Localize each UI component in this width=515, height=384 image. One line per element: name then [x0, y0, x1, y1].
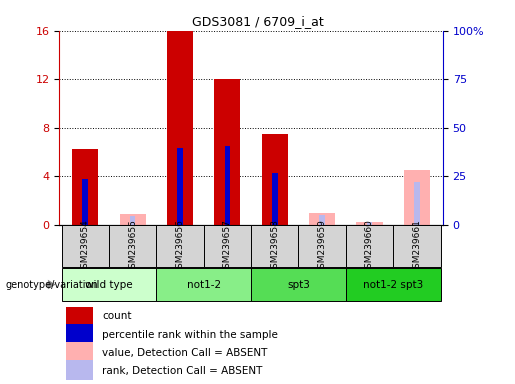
- Bar: [404, 170, 430, 225]
- Text: GSM239661: GSM239661: [413, 219, 421, 273]
- Text: GSM239660: GSM239660: [365, 219, 374, 273]
- Bar: [251, 225, 298, 267]
- Bar: [109, 225, 157, 267]
- Bar: [130, 216, 135, 225]
- Bar: [214, 79, 241, 225]
- Bar: [82, 179, 88, 225]
- Bar: [272, 172, 278, 225]
- Bar: [356, 222, 383, 225]
- Bar: [119, 214, 146, 225]
- Bar: [204, 225, 251, 267]
- Text: count: count: [102, 311, 131, 321]
- Bar: [157, 225, 204, 267]
- Text: genotype/variation: genotype/variation: [5, 280, 98, 290]
- Text: rank, Detection Call = ABSENT: rank, Detection Call = ABSENT: [102, 366, 262, 376]
- Bar: [66, 324, 93, 346]
- Bar: [319, 215, 325, 225]
- Bar: [367, 222, 372, 225]
- Bar: [298, 225, 346, 267]
- Bar: [346, 225, 393, 267]
- Text: value, Detection Call = ABSENT: value, Detection Call = ABSENT: [102, 348, 267, 358]
- Bar: [251, 268, 346, 301]
- Bar: [72, 149, 98, 225]
- Bar: [177, 148, 183, 225]
- Bar: [225, 146, 230, 225]
- Text: GSM239656: GSM239656: [176, 219, 184, 273]
- Bar: [157, 268, 251, 301]
- Text: GDS3081 / 6709_i_at: GDS3081 / 6709_i_at: [192, 15, 323, 28]
- Text: GSM239654: GSM239654: [81, 219, 90, 273]
- Bar: [309, 213, 335, 225]
- Text: GSM239655: GSM239655: [128, 219, 137, 273]
- Bar: [262, 134, 288, 225]
- Text: spt3: spt3: [287, 280, 310, 290]
- Text: not1-2 spt3: not1-2 spt3: [363, 280, 423, 290]
- Bar: [414, 182, 420, 225]
- Bar: [62, 268, 157, 301]
- Bar: [62, 225, 109, 267]
- Text: GSM239659: GSM239659: [318, 219, 327, 273]
- Bar: [346, 268, 440, 301]
- Bar: [66, 342, 93, 364]
- Text: GSM239657: GSM239657: [223, 219, 232, 273]
- Text: percentile rank within the sample: percentile rank within the sample: [102, 329, 278, 339]
- Bar: [66, 305, 93, 327]
- Text: wild type: wild type: [85, 280, 133, 290]
- Text: GSM239658: GSM239658: [270, 219, 279, 273]
- Bar: [393, 225, 440, 267]
- Text: not1-2: not1-2: [186, 280, 221, 290]
- Bar: [167, 31, 193, 225]
- Bar: [66, 360, 93, 382]
